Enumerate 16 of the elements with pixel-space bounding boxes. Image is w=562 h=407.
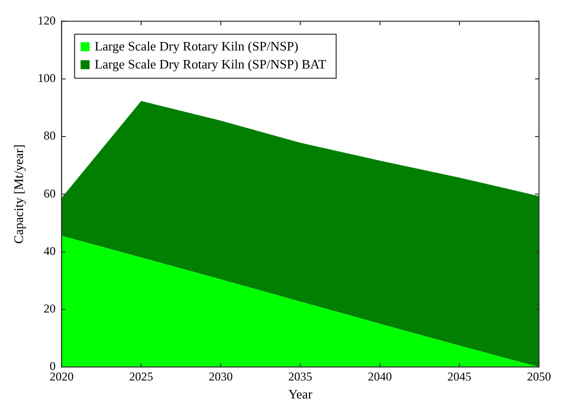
y-tick-label: 80 (44, 128, 56, 143)
y-tick-label: 40 (44, 244, 56, 258)
y-tick-label: 120 (38, 13, 56, 28)
legend-label: Large Scale Dry Rotary Kiln (SP/NSP) (94, 38, 298, 54)
y-tick-label: 20 (44, 302, 56, 316)
y-tick-label: 100 (38, 70, 56, 85)
x-axis-title: Year (288, 386, 313, 402)
legend-label: Large Scale Dry Rotary Kiln (SP/NSP) BAT (94, 56, 326, 72)
y-tick-label: 60 (44, 186, 56, 200)
x-tick-label: 2030 (208, 369, 233, 384)
x-tick-label: 2035 (288, 369, 312, 384)
x-tick-label: 2025 (129, 369, 154, 384)
y-axis-title: Capacity [Mt/year] (11, 144, 26, 244)
x-tick-label: 2050 (527, 369, 551, 384)
x-tick-label: 2040 (368, 369, 392, 384)
x-tick-label: 2045 (447, 369, 472, 384)
